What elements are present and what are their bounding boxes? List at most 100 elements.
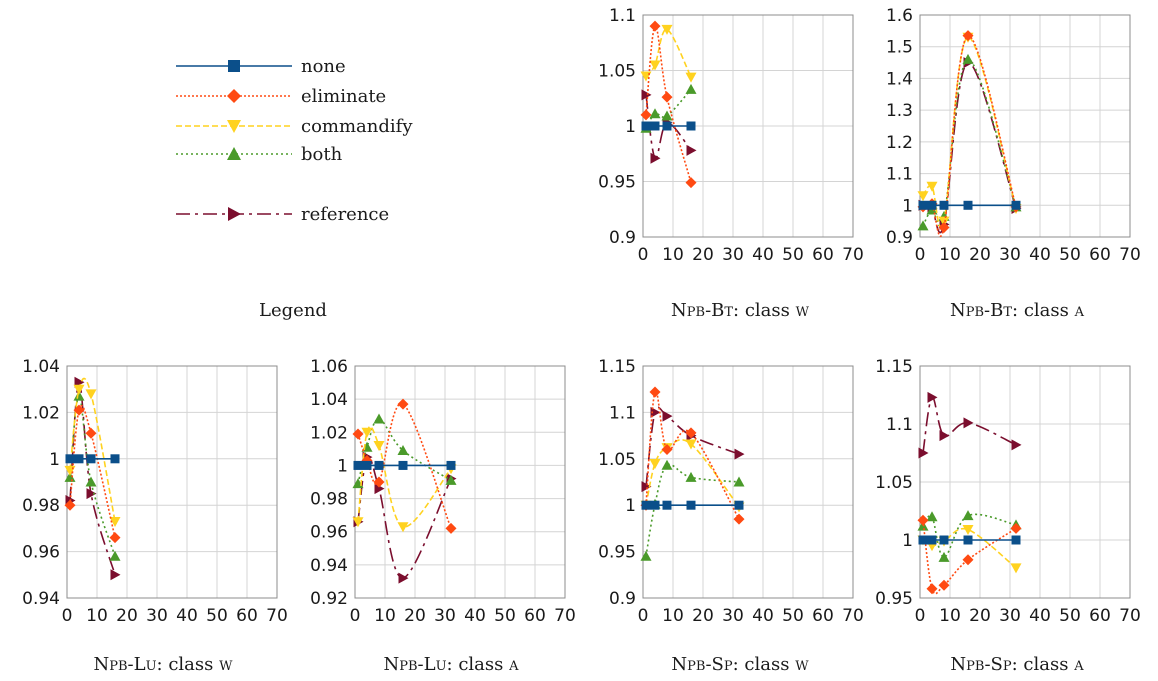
data-point: [445, 522, 457, 534]
x-tick-label: 30: [146, 606, 168, 626]
data-point: [733, 476, 745, 487]
y-tick-label: 0.94: [310, 556, 348, 576]
data-point: [685, 177, 697, 189]
y-tick-label: 1.1: [609, 403, 636, 423]
series-both: [640, 459, 745, 561]
data-point: [73, 404, 85, 416]
data-point: [649, 458, 661, 469]
chart-title-class: w: [219, 654, 233, 675]
series-line-both: [645, 463, 740, 557]
data-point: [1011, 535, 1021, 545]
data-point: [86, 488, 97, 500]
data-point: [927, 200, 937, 210]
legend-label-commandify: commandify: [301, 116, 413, 137]
series-none: [353, 460, 456, 470]
legend-marker-commandify: [227, 120, 241, 133]
chart-title-class: a: [1074, 300, 1085, 321]
legend-item-commandify: commandify: [176, 116, 413, 137]
data-point: [446, 460, 456, 470]
chart-5: 0 10 20 30 40 50 60 70 0.9 0.95 1 1.05 1.1 1.15 Npb-Sp…: [598, 357, 864, 675]
data-point: [661, 444, 673, 456]
x-tick-label: 40: [752, 245, 774, 265]
x-tick-label: 40: [464, 606, 486, 626]
x-tick-label: 30: [434, 606, 456, 626]
x-tick-label: 70: [842, 606, 864, 626]
chart-4: 0 10 20 30 40 50 60 70 0.92 0.94 0.96 0.98 1 1.02 1.04…: [310, 357, 576, 675]
chart-title-name: Npb-Sp: [671, 654, 732, 675]
y-tick-label: 1: [902, 196, 913, 216]
chart-title-name: Npb-Sp: [950, 654, 1011, 675]
y-tick-label: 1.05: [598, 62, 636, 82]
chart-title-sep: : class: [1012, 300, 1075, 321]
y-tick-label: 0.98: [310, 490, 348, 510]
data-point: [686, 144, 697, 156]
plot-frame: [919, 365, 1131, 599]
data-point: [640, 71, 652, 82]
data-point: [938, 221, 950, 233]
data-point: [109, 516, 121, 527]
x-tick-label: 50: [1059, 245, 1081, 265]
x-tick-label: 0: [62, 606, 73, 626]
chart-title-name: Npb-Lu: [94, 654, 157, 675]
data-point: [1011, 200, 1021, 210]
data-point: [64, 499, 76, 511]
series-line-both: [922, 513, 1017, 559]
x-tick-label: 60: [236, 606, 258, 626]
x-tick-label: 60: [812, 245, 834, 265]
x-tick-label: 40: [1029, 245, 1051, 265]
x-tick-label: 10: [939, 245, 961, 265]
data-point: [109, 532, 121, 544]
series-both: [64, 390, 121, 561]
y-tick-label: 0.92: [310, 589, 348, 609]
y-tick-label: 1.04: [310, 390, 348, 410]
x-tick-label: 50: [494, 606, 516, 626]
data-point: [927, 391, 938, 403]
data-point: [939, 200, 949, 210]
data-point: [918, 535, 928, 545]
series-line-commandify: [69, 377, 116, 522]
data-point: [662, 500, 672, 510]
chart-6: 0 10 20 30 40 50 60 70 0.95 1 1.05 1.1 1.15 Npb-Sp: c…: [875, 357, 1141, 675]
chart-title-name: Npb-Bt: [950, 300, 1012, 321]
chart-title-name: Npb-Lu: [384, 654, 447, 675]
data-point: [962, 30, 974, 42]
y-tick-label: 0.9: [609, 589, 636, 609]
chart-title: Npb-Bt: class a: [950, 300, 1085, 321]
data-point: [110, 569, 121, 581]
data-point: [685, 439, 697, 450]
data-point: [649, 108, 661, 119]
legend-item-none: none: [176, 56, 346, 77]
data-point: [685, 471, 697, 482]
y-tick-label: 0.94: [22, 589, 60, 609]
data-point: [73, 390, 85, 401]
data-point: [641, 121, 651, 131]
y-tick-label: 1: [902, 531, 913, 551]
x-tick-label: 50: [206, 606, 228, 626]
y-tick-label: 1: [337, 456, 348, 476]
data-point: [650, 121, 660, 131]
data-point: [661, 459, 673, 470]
plot-frame: [66, 365, 278, 599]
data-point: [374, 460, 384, 470]
series-none: [641, 500, 744, 510]
data-point: [938, 551, 950, 562]
x-tick-label: 70: [1119, 606, 1141, 626]
x-tick-label: 0: [350, 606, 361, 626]
data-point: [74, 454, 84, 464]
y-tick-label: 1.02: [22, 403, 60, 423]
chart-title-sep: : class: [447, 654, 510, 675]
x-tick-label: 20: [404, 606, 426, 626]
data-point: [734, 448, 745, 460]
y-tick-label: 1.05: [875, 473, 913, 493]
x-tick-label: 30: [722, 245, 744, 265]
data-point: [685, 83, 697, 94]
series-none: [65, 454, 120, 464]
legend-label-both: both: [301, 144, 343, 165]
data-point: [685, 427, 697, 439]
data-point: [85, 476, 97, 487]
x-tick-label: 70: [1119, 245, 1141, 265]
data-point: [962, 510, 974, 521]
y-tick-label: 0.95: [598, 543, 636, 563]
chart-title: Npb-Bt: class w: [671, 300, 810, 321]
series-eliminate: [64, 404, 121, 544]
